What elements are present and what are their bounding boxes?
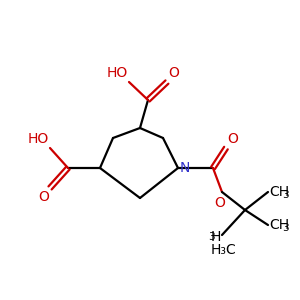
Text: N: N	[180, 161, 190, 175]
Text: 3: 3	[208, 232, 215, 242]
Text: H: H	[211, 230, 221, 244]
Text: CH: CH	[269, 218, 289, 232]
Text: O: O	[168, 66, 179, 80]
Text: O: O	[227, 132, 238, 146]
Text: HO: HO	[107, 66, 128, 80]
Text: O: O	[38, 190, 49, 204]
Text: CH: CH	[269, 185, 289, 199]
Text: O: O	[214, 196, 225, 210]
Text: 3: 3	[282, 190, 289, 200]
Text: H₃C: H₃C	[210, 243, 236, 257]
Text: HO: HO	[28, 132, 49, 146]
Text: 3: 3	[282, 223, 289, 233]
